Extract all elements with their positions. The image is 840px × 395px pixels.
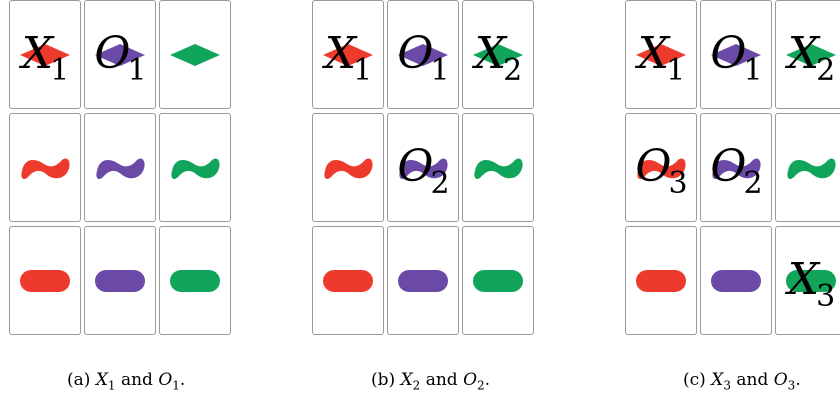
move-mark: X2 [475, 31, 522, 85]
green-diamond-icon [473, 43, 523, 66]
red-diamond-icon [636, 43, 686, 66]
card-purple-diamond: O1 [387, 0, 459, 109]
mark-subscript: 2 [503, 52, 522, 88]
purple-oval-icon [711, 269, 761, 292]
card-red-oval [9, 226, 81, 335]
mark-subscript: 3 [668, 165, 687, 201]
green-diamond-icon [170, 43, 220, 66]
green-squiggle-icon [170, 155, 220, 181]
mark-subscript: 1 [430, 52, 449, 88]
card-purple-oval [84, 226, 156, 335]
card-purple-squiggle [84, 113, 156, 222]
mark-subscript: 1 [50, 52, 69, 88]
move-mark: X1 [22, 31, 69, 85]
card-grid-a: X1 O1 [9, 0, 236, 340]
red-diamond-icon [20, 43, 70, 66]
card-green-oval: X3 [775, 226, 840, 335]
green-squiggle-icon [473, 155, 523, 181]
mark-symbol: O [397, 27, 433, 79]
card-green-oval [462, 226, 534, 335]
card-red-diamond: X1 [312, 0, 384, 109]
purple-squiggle-icon [95, 155, 145, 181]
mark-subscript: 3 [816, 278, 835, 314]
green-oval-icon [170, 269, 220, 292]
red-oval-icon [636, 269, 686, 292]
move-mark: X2 [788, 31, 835, 85]
mark-symbol: O [635, 140, 671, 192]
card-purple-squiggle: O2 [700, 113, 772, 222]
card-red-squiggle: O3 [625, 113, 697, 222]
card-purple-oval [387, 226, 459, 335]
mark-symbol: X [21, 27, 53, 79]
purple-oval-icon [398, 269, 448, 292]
move-mark: O1 [710, 31, 762, 85]
card-red-oval [312, 226, 384, 335]
mark-symbol: X [787, 253, 819, 305]
mark-symbol: O [94, 27, 130, 79]
mark-subscript: 2 [743, 165, 762, 201]
card-grid-c: X1 O1 X2 O3 O2 X3 [625, 0, 840, 340]
green-squiggle-icon [786, 155, 836, 181]
mark-subscript: 1 [743, 52, 762, 88]
red-squiggle-icon [323, 155, 373, 181]
purple-squiggle-icon [398, 155, 448, 181]
card-green-squiggle [775, 113, 840, 222]
caption-a: (a) X1 and O1. [67, 370, 186, 393]
card-purple-diamond: O1 [84, 0, 156, 109]
mark-subscript: 1 [353, 52, 372, 88]
mark-symbol: O [710, 140, 746, 192]
mark-symbol: O [710, 27, 746, 79]
green-oval-icon [473, 269, 523, 292]
card-green-oval [159, 226, 231, 335]
card-green-squiggle [159, 113, 231, 222]
mark-subscript: 1 [127, 52, 146, 88]
mark-symbol: X [787, 27, 819, 79]
card-purple-diamond: O1 [700, 0, 772, 109]
caption-b: (b) X2 and O2. [371, 370, 491, 393]
purple-diamond-icon [95, 43, 145, 66]
move-mark: X1 [638, 31, 685, 85]
move-mark: X3 [788, 257, 835, 311]
card-green-squiggle [462, 113, 534, 222]
move-mark: O3 [635, 144, 687, 198]
purple-oval-icon [95, 269, 145, 292]
mark-subscript: 1 [666, 52, 685, 88]
mark-symbol: X [324, 27, 356, 79]
card-green-diamond: X2 [775, 0, 840, 109]
mark-symbol: X [637, 27, 669, 79]
card-red-diamond: X1 [9, 0, 81, 109]
mark-symbol: O [397, 140, 433, 192]
card-red-squiggle [312, 113, 384, 222]
move-mark: O1 [94, 31, 146, 85]
move-mark: O1 [397, 31, 449, 85]
red-squiggle-icon [636, 155, 686, 181]
card-green-diamond [159, 0, 231, 109]
move-mark: X1 [325, 31, 372, 85]
red-diamond-icon [323, 43, 373, 66]
card-red-oval [625, 226, 697, 335]
move-mark: O2 [710, 144, 762, 198]
card-purple-squiggle: O2 [387, 113, 459, 222]
card-grid-b: X1 O1 X2 O2 [312, 0, 539, 340]
card-red-diamond: X1 [625, 0, 697, 109]
mark-subscript: 2 [430, 165, 449, 201]
red-oval-icon [20, 269, 70, 292]
green-oval-icon [786, 269, 836, 292]
caption-c: (c) X3 and O3. [683, 370, 801, 393]
red-oval-icon [323, 269, 373, 292]
mark-symbol: X [474, 27, 506, 79]
card-green-diamond: X2 [462, 0, 534, 109]
green-diamond-icon [786, 43, 836, 66]
card-purple-oval [700, 226, 772, 335]
purple-diamond-icon [398, 43, 448, 66]
move-mark: O2 [397, 144, 449, 198]
mark-subscript: 2 [816, 52, 835, 88]
purple-squiggle-icon [711, 155, 761, 181]
card-red-squiggle [9, 113, 81, 222]
purple-diamond-icon [711, 43, 761, 66]
red-squiggle-icon [20, 155, 70, 181]
